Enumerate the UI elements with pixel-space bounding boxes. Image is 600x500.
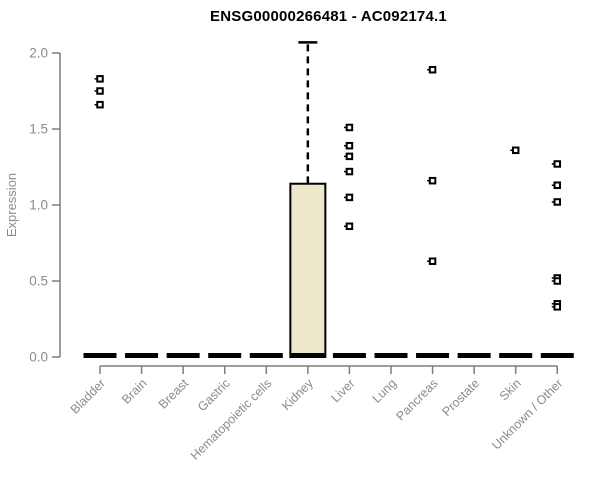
x-tick-label: Unknown / Other bbox=[489, 376, 565, 452]
y-axis-title: Expression bbox=[4, 173, 19, 237]
x-tick-label: Pancreas bbox=[393, 376, 440, 423]
outlier-point bbox=[428, 257, 437, 265]
outlier-point bbox=[345, 141, 354, 150]
x-tick-label: Brain bbox=[119, 376, 150, 407]
outlier-point bbox=[345, 222, 354, 231]
outlier-point bbox=[553, 198, 562, 206]
y-tick-label: 0.5 bbox=[29, 274, 48, 289]
outlier-point bbox=[96, 100, 104, 109]
outlier-point bbox=[553, 277, 562, 285]
outlier-point bbox=[345, 167, 354, 176]
outlier-point bbox=[345, 193, 354, 202]
outlier-point bbox=[428, 176, 437, 185]
chart-title: ENSG00000266481 - AC092174.1 bbox=[210, 8, 447, 25]
box-rect bbox=[289, 182, 327, 358]
x-tick-label: Breast bbox=[156, 376, 192, 412]
outlier-point bbox=[511, 146, 520, 155]
x-tick-label: Gastric bbox=[195, 376, 233, 414]
outlier-point bbox=[345, 123, 354, 132]
x-tick-label: Kidney bbox=[279, 376, 316, 413]
x-tick-label: Lung bbox=[370, 376, 400, 406]
outlier-point bbox=[428, 65, 437, 74]
outlier-point bbox=[553, 160, 562, 168]
x-tick-label: Skin bbox=[497, 376, 524, 403]
y-tick-label: 0.0 bbox=[29, 350, 48, 365]
y-tick-label: 1.5 bbox=[29, 122, 48, 137]
outlier-point bbox=[96, 75, 104, 83]
outlier-point bbox=[553, 303, 562, 311]
x-tick-label: Prostate bbox=[439, 376, 482, 419]
x-tick-label: Hematopoietic cells bbox=[188, 376, 275, 463]
outlier-point bbox=[345, 152, 354, 161]
outlier-point bbox=[553, 181, 562, 189]
x-tick-label: Bladder bbox=[68, 376, 108, 416]
y-tick-label: 2.0 bbox=[29, 46, 48, 61]
x-tick-label: Liver bbox=[328, 376, 357, 405]
outlier-point bbox=[96, 87, 104, 95]
y-tick-label: 1.0 bbox=[29, 198, 48, 213]
